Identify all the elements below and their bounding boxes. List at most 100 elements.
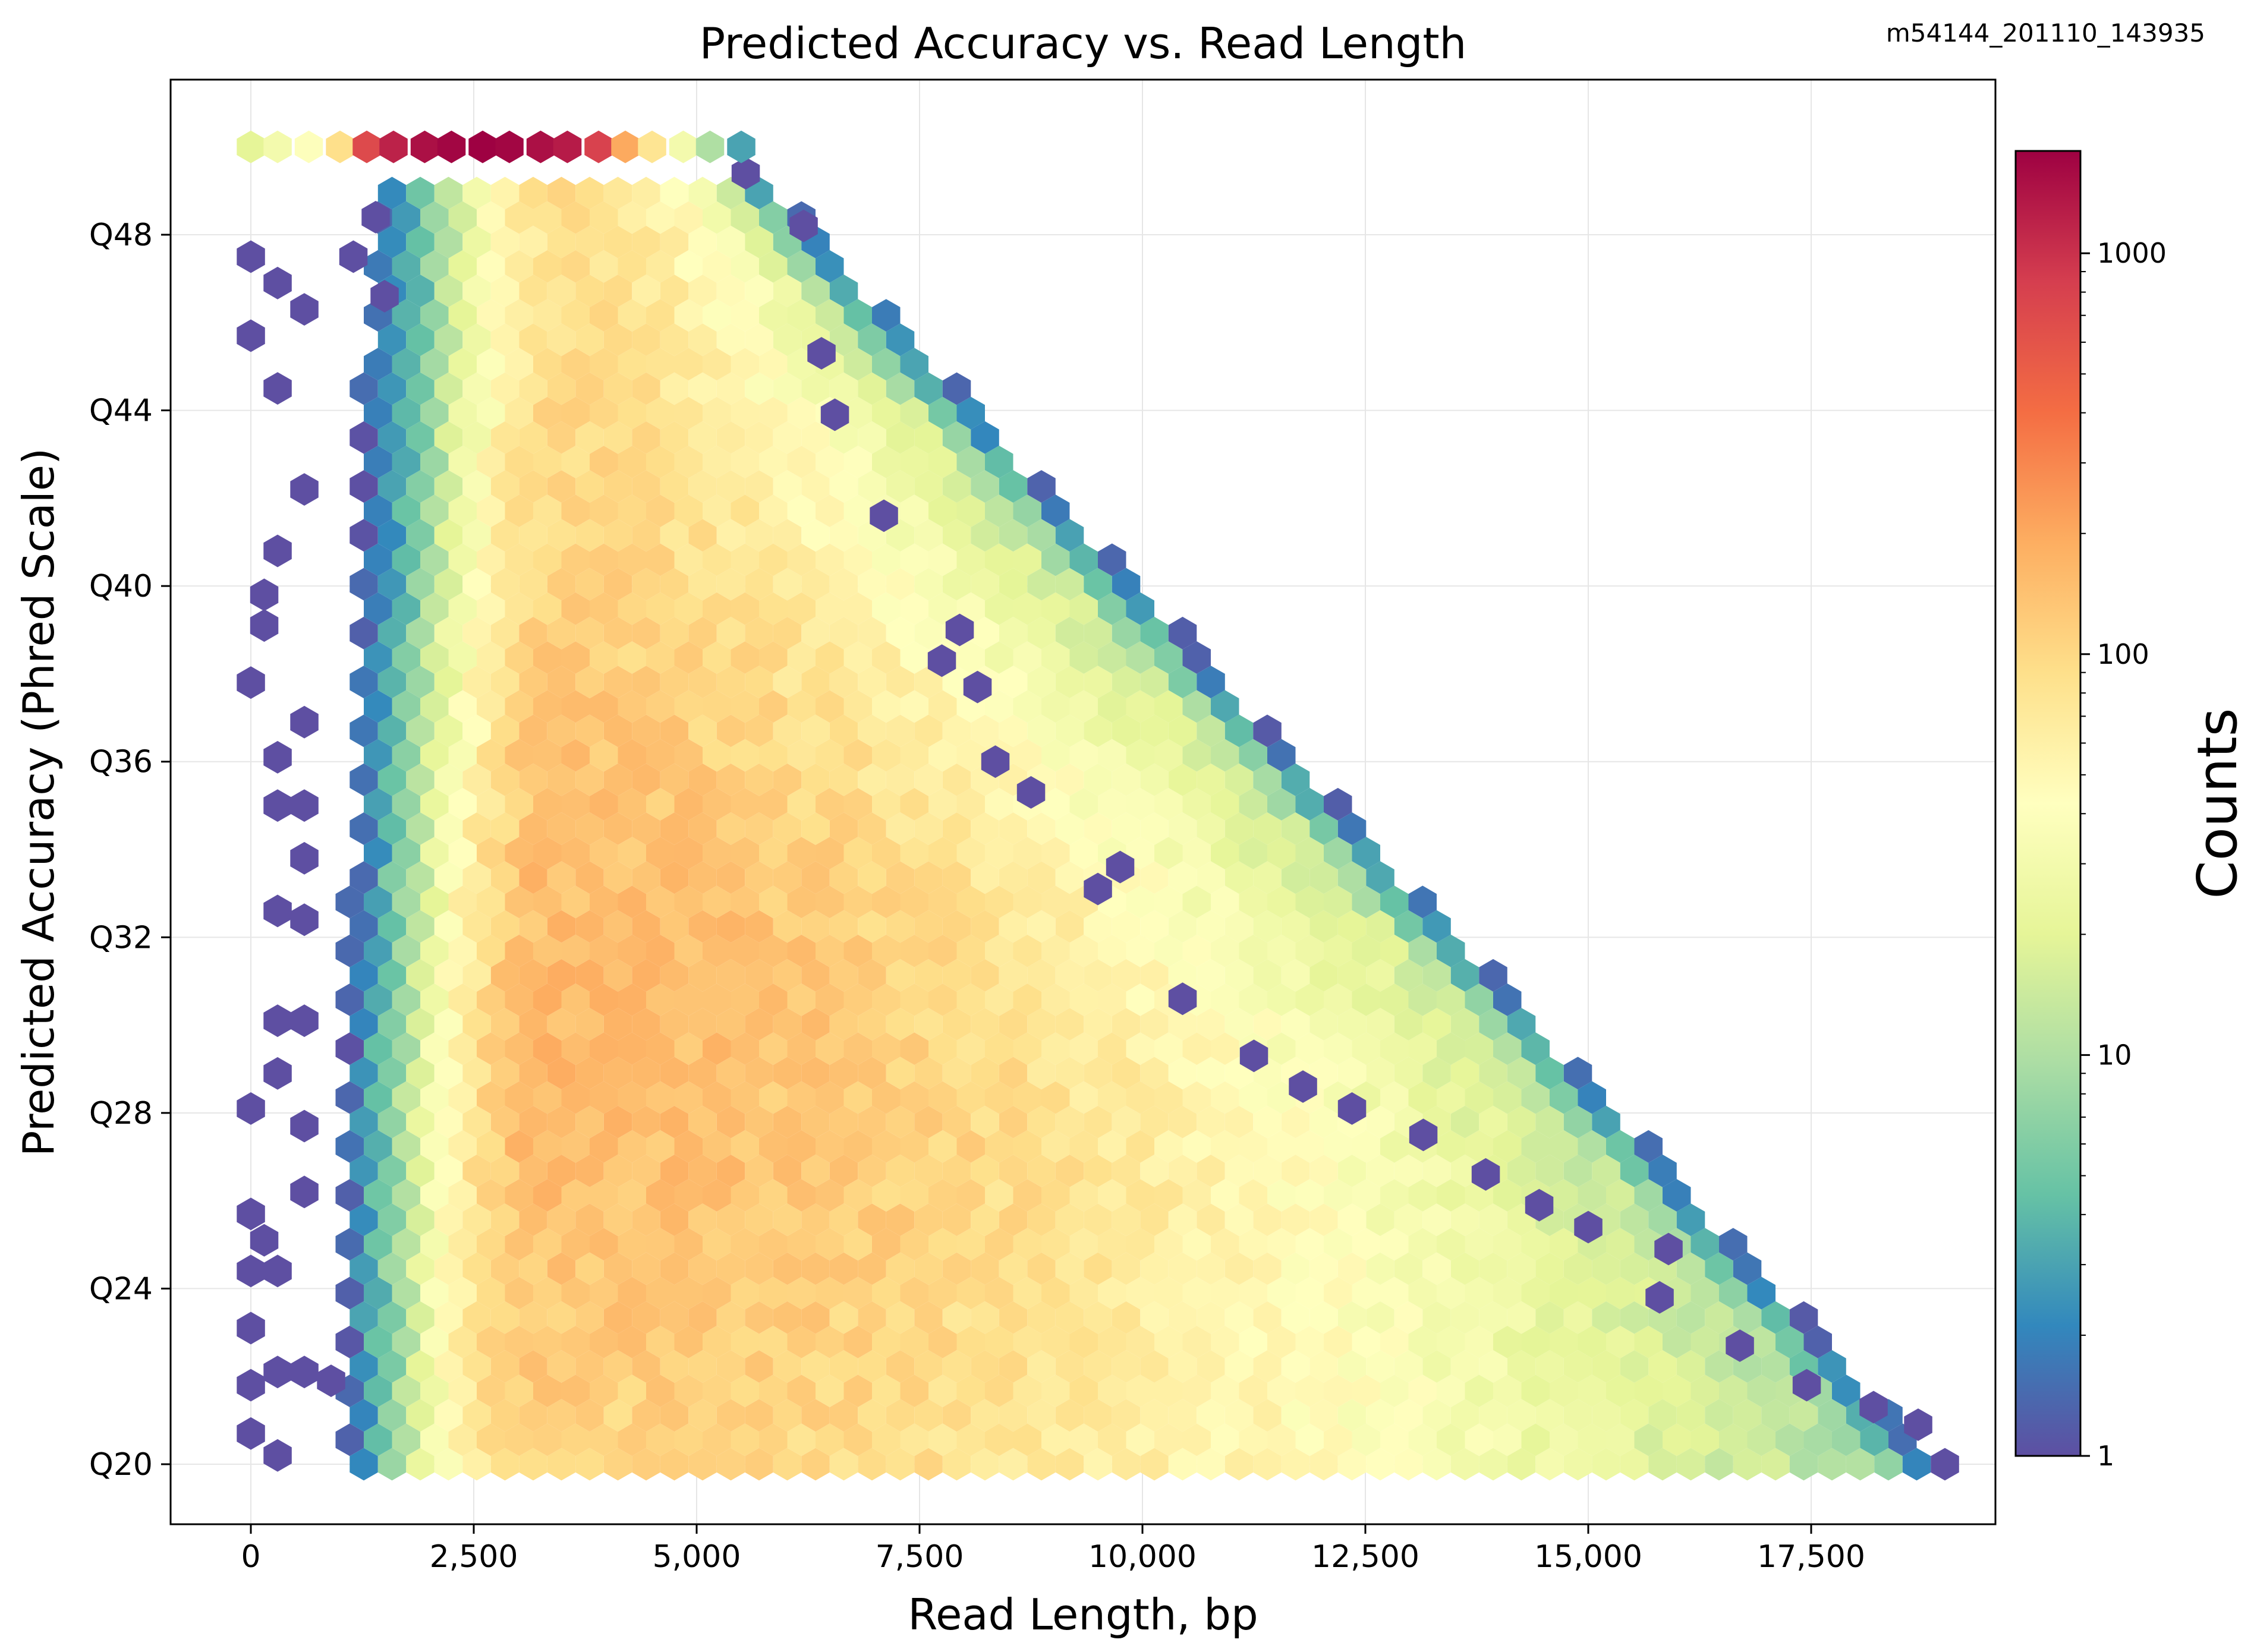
hex-cell <box>816 1325 844 1358</box>
y-tick-label: Q44 <box>89 393 153 429</box>
hex-cell <box>1366 1350 1394 1383</box>
hex-cell <box>575 1008 604 1041</box>
hex-cell <box>1366 1252 1394 1285</box>
hex-cell <box>1422 1008 1451 1041</box>
hex-cell <box>914 1105 943 1139</box>
hex-cell <box>1676 1448 1705 1481</box>
hex-cell <box>660 323 689 357</box>
hex-cell <box>1761 1448 1790 1481</box>
hex-cell <box>434 666 463 699</box>
hex-cell <box>942 812 971 845</box>
hex-cell <box>377 568 407 601</box>
hex-cell <box>716 323 745 357</box>
hex-cell <box>1112 1350 1141 1383</box>
hex-cell <box>787 299 816 332</box>
hex-cell <box>603 910 632 943</box>
hex-cell <box>985 543 1013 576</box>
hex-cell <box>942 372 971 405</box>
hex-cell <box>759 837 788 869</box>
hex-cell <box>561 494 590 528</box>
hex-cell <box>575 959 604 992</box>
hex-cell <box>1450 1301 1479 1334</box>
hex-cell <box>632 225 660 258</box>
hex-cell <box>1013 1276 1041 1310</box>
hex-cell <box>703 1179 731 1212</box>
hex-cell <box>1281 1301 1310 1334</box>
hex-cell <box>603 1057 632 1090</box>
hex-cell <box>590 641 618 674</box>
hex-cell <box>1352 885 1380 919</box>
hex-cell <box>1055 1154 1084 1187</box>
hex-cell-sparse <box>290 293 319 326</box>
hex-cell <box>364 1374 392 1407</box>
hex-cell <box>816 592 844 625</box>
hex-cell <box>618 592 646 625</box>
hex-cell <box>1140 763 1169 796</box>
hex-cell <box>434 959 463 992</box>
hex-cell <box>731 348 759 381</box>
hex-cell <box>335 1423 364 1456</box>
hex-cell <box>829 1154 858 1187</box>
hex-cell <box>1860 1423 1888 1456</box>
hex-cell <box>688 714 717 748</box>
hex-cell <box>1211 1130 1239 1163</box>
hex-cell <box>1394 910 1423 943</box>
hex-cell <box>971 1399 999 1432</box>
hex-cell <box>561 1179 590 1212</box>
hex-cell-sparse <box>361 201 390 234</box>
hex-cell <box>1140 1203 1169 1237</box>
hex-cell <box>660 910 689 943</box>
hex-cell <box>942 1057 971 1090</box>
hex-cell <box>434 519 463 552</box>
hex-cell <box>590 1325 618 1358</box>
hex-cell <box>392 1276 420 1310</box>
hex-cell <box>505 1081 533 1114</box>
hex-cell <box>1592 1252 1620 1285</box>
hex-cell <box>632 959 660 992</box>
hex-cell <box>533 1228 562 1261</box>
hex-cell <box>801 910 830 943</box>
hex-cell <box>731 1325 759 1358</box>
hex-cell <box>618 885 646 919</box>
hex-cell <box>364 1032 392 1065</box>
hex-cell <box>1055 1399 1084 1432</box>
hex-cell <box>999 1350 1028 1383</box>
hex-cell <box>1352 1228 1380 1261</box>
hex-cell <box>519 1154 547 1187</box>
hex-cell <box>1394 1203 1423 1237</box>
hex-cell <box>505 396 533 430</box>
hex-cell <box>1493 1276 1522 1310</box>
hex-cell <box>716 275 745 307</box>
hex-cell <box>1366 1203 1394 1237</box>
hex-cell <box>1224 763 1254 796</box>
hex-cell <box>1168 1350 1197 1383</box>
hex-cell <box>759 787 788 821</box>
hex-cell <box>1366 1301 1394 1334</box>
hex-cell <box>900 837 928 869</box>
hex-cell <box>533 250 562 283</box>
hex-cell <box>731 592 759 625</box>
hex-cell <box>1239 1130 1267 1163</box>
hex-cell <box>646 1130 675 1163</box>
hex-cell <box>745 763 773 796</box>
hex-cell <box>801 1350 830 1383</box>
hex-cell <box>900 885 928 919</box>
hex-cell <box>603 1350 632 1383</box>
hex-cell <box>1507 1448 1536 1481</box>
hex-cell <box>1295 934 1324 967</box>
hex-cell <box>688 666 717 699</box>
hex-cell <box>900 396 928 430</box>
hex-cell <box>364 1081 392 1114</box>
hex-cell <box>1606 1325 1635 1358</box>
hex-cell <box>1027 1301 1056 1334</box>
hex-cell <box>787 494 816 528</box>
hex-cell <box>716 1399 745 1432</box>
hex-cell <box>674 1228 703 1261</box>
hex-cell-cap <box>468 130 497 163</box>
hex-cell <box>1789 1399 1818 1432</box>
hex-cell <box>1493 1228 1522 1261</box>
hex-cell <box>434 1301 463 1334</box>
hex-cell <box>829 1008 858 1041</box>
hex-cell <box>618 787 646 821</box>
hex-cell <box>1084 910 1112 943</box>
